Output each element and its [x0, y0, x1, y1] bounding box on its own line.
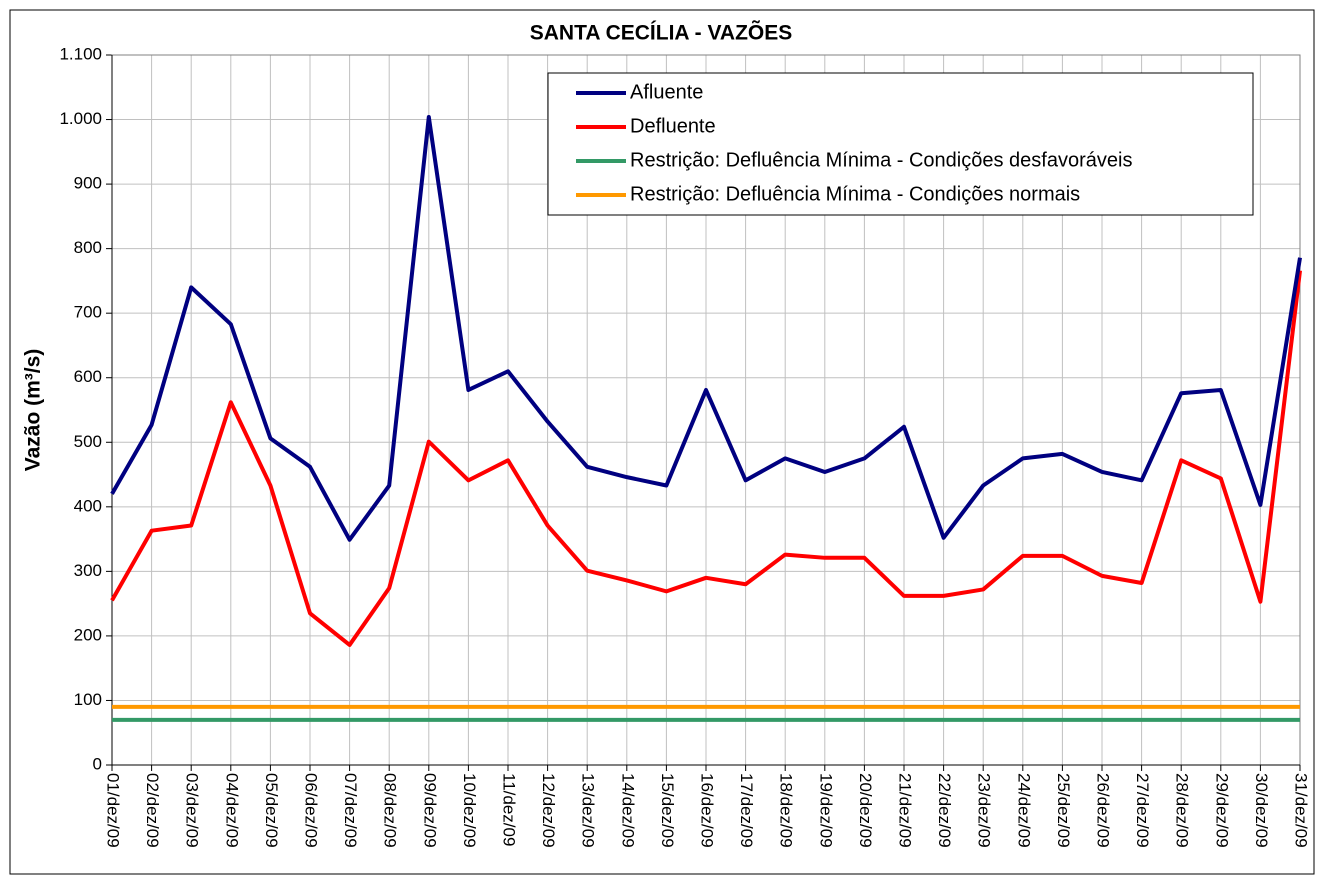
y-tick-label: 800 [74, 238, 102, 257]
x-tick-label: 05/dez/09 [262, 773, 281, 848]
series-line [110, 270, 1302, 647]
y-tick-label: 0 [93, 754, 102, 773]
x-tick-label: 12/dez/09 [539, 773, 558, 848]
x-tick-label: 25/dez/09 [1054, 773, 1073, 848]
x-tick-label: 27/dez/09 [1133, 773, 1152, 848]
x-tick-label: 06/dez/09 [302, 773, 321, 848]
y-axis-label: Vazão (m³/s) [22, 349, 45, 472]
x-tick-label: 15/dez/09 [658, 773, 677, 848]
chart-title: SANTA CECÍLIA - VAZÕES [530, 21, 793, 45]
series-line [110, 114, 1302, 542]
x-tick-label: 16/dez/09 [698, 773, 717, 848]
x-tick-label: 29/dez/09 [1212, 773, 1231, 848]
x-tick-label: 23/dez/09 [975, 773, 994, 848]
y-tick-label: 700 [74, 303, 102, 322]
x-tick-label: 24/dez/09 [1014, 773, 1033, 848]
y-tick-label: 300 [74, 561, 102, 580]
x-tick-label: 28/dez/09 [1173, 773, 1192, 848]
legend-label: Restrição: Defluência Mínima - Condições… [630, 183, 1080, 205]
x-tick-label: 01/dez/09 [104, 773, 123, 848]
chart-frame [9, 9, 1315, 875]
x-tick-label: 08/dez/09 [381, 773, 400, 848]
y-tick-label: 1.100 [59, 44, 102, 63]
x-tick-label: 19/dez/09 [816, 773, 835, 848]
y-tick-label: 600 [74, 367, 102, 386]
y-tick-label: 400 [74, 496, 102, 515]
x-tick-label: 31/dez/09 [1292, 773, 1311, 848]
x-tick-label: 21/dez/09 [896, 773, 915, 848]
x-tick-label: 22/dez/09 [935, 773, 954, 848]
legend-label: Restrição: Defluência Mínima - Condições… [630, 149, 1132, 171]
y-tick-label: 200 [74, 625, 102, 644]
x-tick-label: 30/dez/09 [1252, 773, 1271, 848]
x-tick-label: 20/dez/09 [856, 773, 875, 848]
x-tick-label: 09/dez/09 [420, 773, 439, 848]
x-tick-label: 13/dez/09 [579, 773, 598, 848]
y-tick-label: 900 [74, 174, 102, 193]
legend-label: Afluente [630, 81, 703, 103]
x-tick-label: 17/dez/09 [737, 773, 756, 848]
x-tick-label: 18/dez/09 [777, 773, 796, 848]
x-tick-label: 10/dez/09 [460, 773, 479, 848]
x-tick-label: 02/dez/09 [143, 773, 162, 848]
x-tick-label: 03/dez/09 [183, 773, 202, 848]
legend-label: Defluente [630, 115, 716, 137]
x-tick-label: 14/dez/09 [618, 773, 637, 848]
y-tick-label: 1.000 [59, 109, 102, 128]
x-tick-label: 11/dez/09 [500, 773, 519, 846]
legend-box [547, 72, 1254, 216]
x-tick-label: 04/dez/09 [222, 773, 241, 848]
x-tick-label: 26/dez/09 [1094, 773, 1113, 848]
y-tick-label: 500 [74, 432, 102, 451]
x-tick-label: 07/dez/09 [341, 773, 360, 848]
y-tick-label: 100 [74, 690, 102, 709]
